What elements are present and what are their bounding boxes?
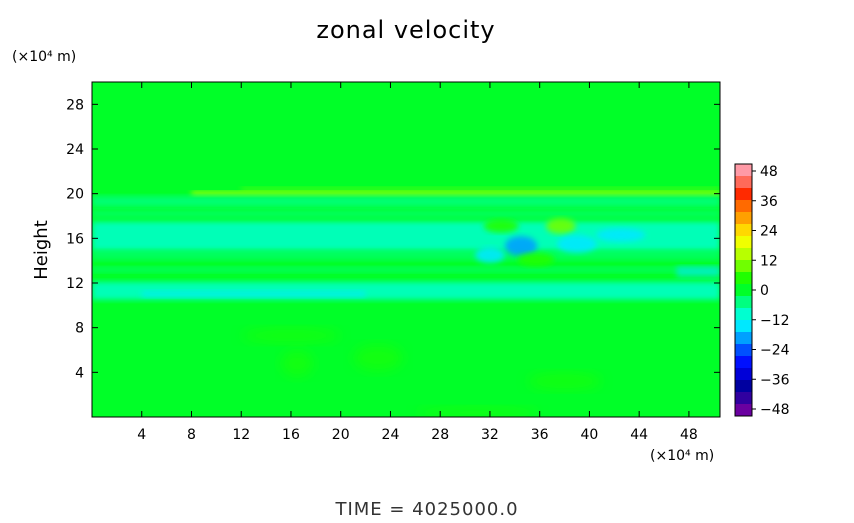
x-tick-label: 36 [531, 427, 549, 443]
colorbar-swatch [735, 224, 752, 237]
field-texture-3 [141, 290, 366, 298]
y-tick-label: 4 [75, 365, 84, 381]
x-tick-label: 32 [481, 427, 499, 443]
y-tick-label: 28 [66, 97, 84, 113]
colorbar-swatch [735, 332, 752, 345]
field-texture-0 [92, 209, 720, 218]
colorbar-swatch [735, 248, 752, 261]
colorbar-tick-label: −12 [760, 313, 790, 329]
field-texture-1 [92, 250, 720, 261]
y-unit-label: (×10⁴ m) [12, 49, 76, 65]
y-tick-label: 16 [66, 231, 84, 247]
colorbar-swatch [735, 368, 752, 381]
y-tick-label: 24 [66, 142, 84, 158]
x-tick-label: 8 [187, 427, 196, 443]
field-patch-4 [415, 406, 540, 417]
colorbar-tick-label: −24 [760, 343, 790, 359]
field-upper-band [92, 195, 720, 208]
y-tick-label: 20 [66, 187, 84, 203]
colorbar-swatch [735, 308, 752, 321]
colorbar-tick-label: 36 [760, 194, 778, 210]
field-patch-3 [527, 372, 602, 391]
chart-title: zonal velocity [316, 16, 495, 44]
y-tick-label: 12 [66, 276, 84, 292]
vortex-blob-6 [595, 228, 646, 242]
vortex-blob-5 [475, 247, 505, 263]
colorbar: 48 36 24 12 0 −12 −24 −36 −48 [734, 163, 790, 418]
x-axis: 4 8 12 16 20 24 28 32 36 40 44 48 [137, 82, 698, 443]
vortex-blob-0 [504, 236, 538, 257]
x-tick-label: 12 [232, 427, 250, 443]
colorbar-swatch [735, 200, 752, 213]
colorbar-tick-label: −48 [760, 402, 790, 418]
colorbar-swatch [735, 344, 752, 357]
colorbar-tick-label: 48 [760, 164, 778, 180]
x-tick-label: 4 [137, 427, 146, 443]
vortex-blob-2 [545, 218, 576, 234]
colorbar-swatch [735, 212, 752, 225]
colorbar-tick-label: 0 [760, 283, 769, 299]
colorbar-swatch [735, 164, 752, 177]
x-tick-label: 24 [382, 427, 400, 443]
time-label: TIME = 4025000.0 [334, 499, 518, 519]
y-tick-label: 8 [75, 321, 84, 337]
y-axis: 4 8 12 16 20 24 28 [66, 97, 720, 381]
heatmap-field [92, 82, 720, 417]
colorbar-swatch [735, 272, 752, 285]
x-tick-label: 16 [282, 427, 300, 443]
colorbar-swatch [735, 356, 752, 369]
colorbar-tick-label: −36 [760, 372, 790, 388]
colorbar-swatch [735, 392, 752, 405]
colorbar-swatch [735, 380, 752, 393]
colorbar-swatch [735, 188, 752, 201]
x-tick-label: 44 [630, 427, 648, 443]
plot-frame [91, 81, 721, 418]
field-texture-2 [92, 266, 720, 273]
x-tick-label: 40 [581, 427, 599, 443]
colorbar-swatch [735, 260, 752, 273]
colorbar-swatch [735, 320, 752, 333]
vortex-blob-1 [483, 219, 519, 233]
field-patch-2 [353, 344, 403, 372]
field-texture-4 [676, 266, 720, 278]
colorbar-swatch [735, 176, 752, 189]
field-texture-5 [241, 187, 720, 192]
colorbar-swatch [735, 284, 752, 297]
field-patch-1 [281, 350, 314, 377]
vortex-blob-3 [517, 252, 555, 267]
field-patch-0 [241, 327, 341, 344]
vortex-blob-4 [557, 234, 597, 253]
x-tick-label: 20 [332, 427, 350, 443]
field-jet [191, 191, 720, 197]
y-axis-label: Height [31, 220, 52, 280]
colorbar-tick-label: 12 [760, 253, 778, 269]
colorbar-swatch [735, 404, 752, 417]
colorbar-swatch [735, 296, 752, 309]
x-unit-label: (×10⁴ m) [650, 448, 714, 464]
x-tick-label: 48 [680, 427, 698, 443]
colorbar-tick-label: 24 [760, 224, 778, 240]
colorbar-swatch [735, 236, 752, 249]
x-tick-label: 28 [431, 427, 449, 443]
